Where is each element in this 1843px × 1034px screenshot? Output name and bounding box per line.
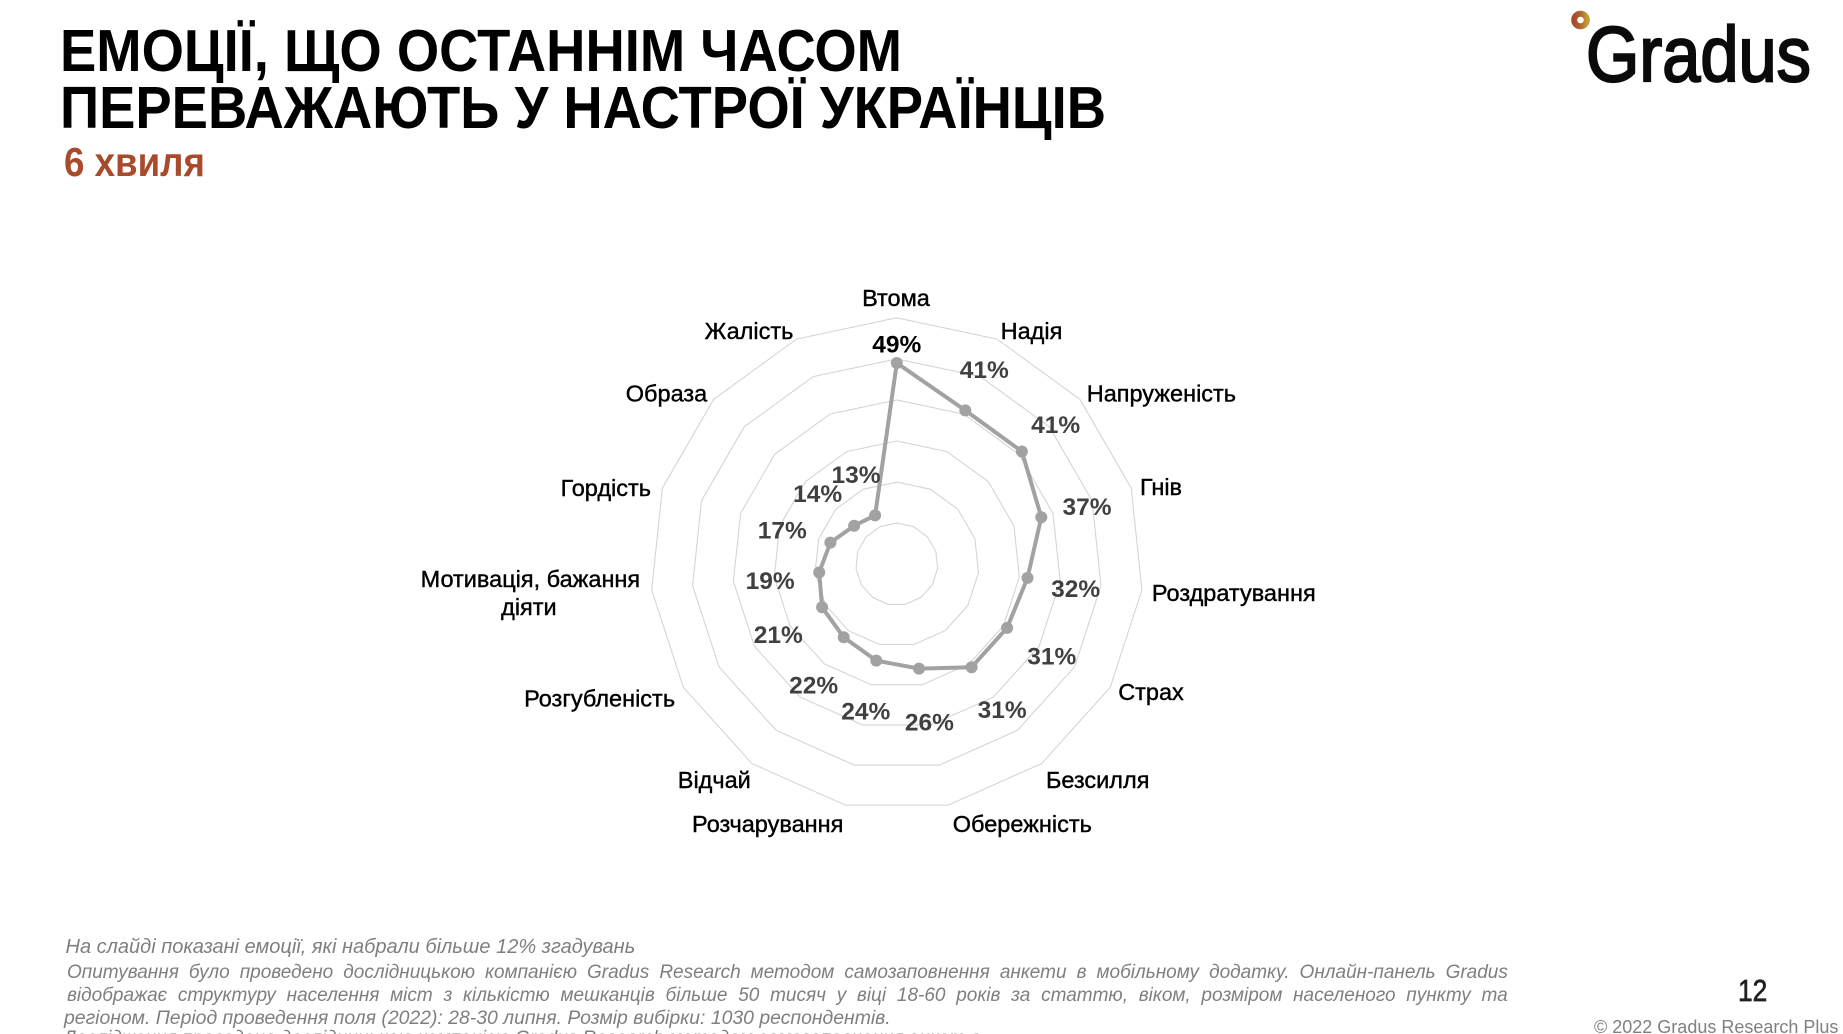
svg-text:24%: 24% (841, 699, 890, 726)
svg-text:Гордість: Гордість (561, 475, 651, 501)
svg-text:31%: 31% (978, 697, 1027, 724)
svg-text:Страх: Страх (1118, 679, 1184, 705)
svg-text:Обережність: Обережність (953, 811, 1092, 837)
svg-text:32%: 32% (1051, 576, 1100, 603)
svg-text:Gradus: Gradus (1586, 10, 1811, 98)
svg-text:21%: 21% (754, 622, 803, 649)
svg-text:Відчай: Відчай (678, 767, 751, 793)
svg-text:Мотивація, бажання: Мотивація, бажання (421, 566, 641, 592)
svg-text:17%: 17% (758, 518, 807, 545)
svg-text:Надія: Надія (1001, 318, 1063, 344)
svg-text:49%: 49% (872, 331, 921, 358)
svg-text:41%: 41% (1031, 412, 1080, 439)
svg-text:Роздратування: Роздратування (1152, 580, 1316, 606)
svg-text:Образа: Образа (626, 381, 708, 407)
svg-text:Жалість: Жалість (705, 318, 794, 344)
svg-text:Гнів: Гнів (1140, 474, 1182, 500)
svg-text:Розгубленість: Розгубленість (524, 685, 675, 711)
svg-text:13%: 13% (831, 462, 880, 489)
svg-text:19%: 19% (746, 568, 795, 595)
svg-text:26%: 26% (905, 709, 954, 736)
svg-text:Розчарування: Розчарування (692, 811, 843, 837)
svg-text:22%: 22% (789, 672, 838, 699)
svg-text:31%: 31% (1027, 644, 1076, 671)
svg-text:Безсилля: Безсилля (1046, 767, 1150, 793)
svg-text:37%: 37% (1062, 494, 1111, 521)
svg-text:Напруженість: Напруженість (1087, 381, 1236, 407)
svg-text:41%: 41% (960, 357, 1009, 384)
svg-text:14%: 14% (793, 481, 842, 508)
svg-text:Втома: Втома (862, 285, 931, 311)
svg-text:діяти: діяти (501, 594, 557, 620)
